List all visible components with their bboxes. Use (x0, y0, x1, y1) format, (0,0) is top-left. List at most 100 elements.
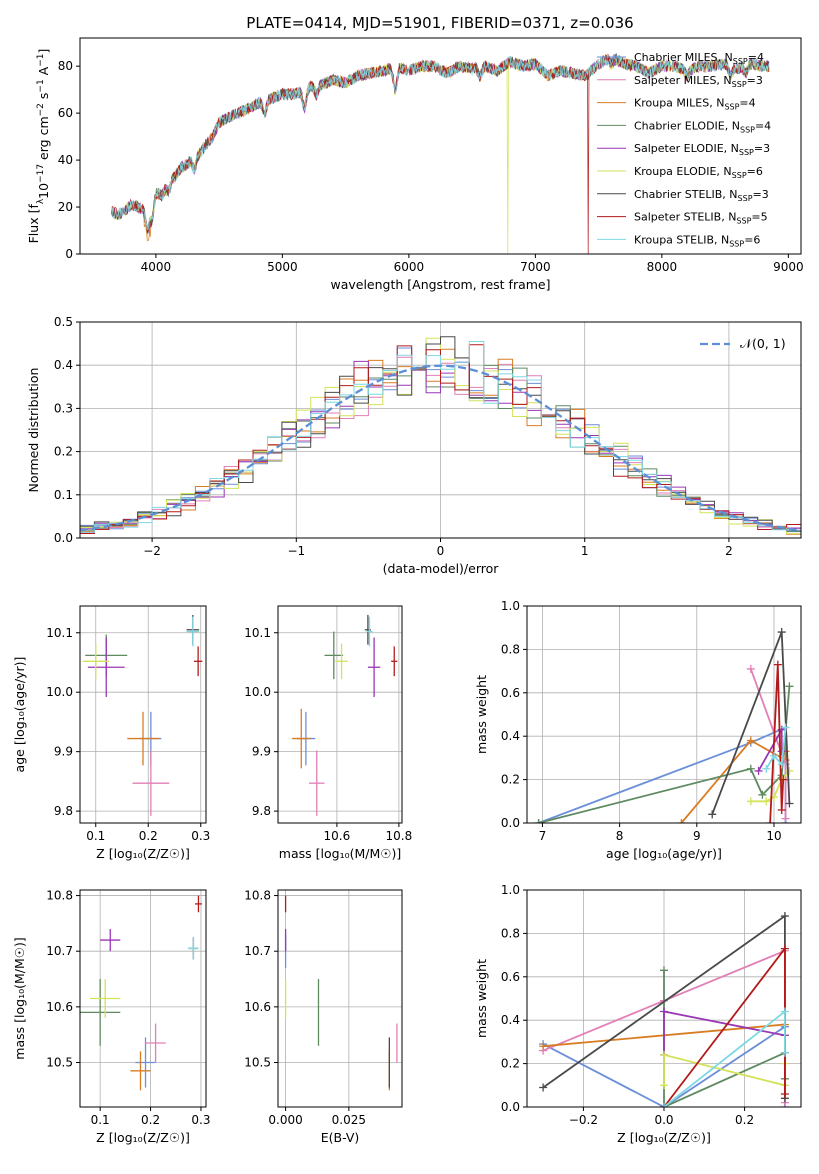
y-tick-label: 10.5 (46, 1055, 73, 1069)
y-tick-label: 10.1 (244, 626, 271, 640)
legend-label-ks: Kroupa STELIB, NSSP=6 (634, 233, 760, 248)
weight-marker-ss (773, 660, 782, 669)
legend-label-sub: SSP (738, 194, 753, 203)
y-tick-label: 0 (65, 247, 73, 261)
legend-label-val: =5 (751, 211, 767, 224)
legend-label-cm: Chabrier MILES, NSSP=4 (634, 51, 764, 66)
y-tick-label: 10.5 (244, 1055, 271, 1069)
weight-marker-ks (780, 1048, 789, 1057)
figure-title: PLATE=0414, MJD=51901, FIBERID=0371, z=0… (246, 14, 633, 32)
axes-frame (79, 605, 207, 824)
errorbar-point-cm (135, 1037, 156, 1088)
axes-frame (277, 605, 403, 824)
y-tick-label: 0.2 (501, 1057, 520, 1071)
x-axis-label: E(B-V) (321, 1130, 360, 1145)
axes-frame (526, 605, 802, 824)
errorbar-point-ss (391, 646, 398, 677)
weight-marker-sm (781, 814, 790, 823)
x-axis-label: Z [log₁₀(Z/Z☉)] (617, 1130, 711, 1145)
y-tick-label: 10.0 (46, 685, 73, 699)
x-axis-label: Z [log₁₀(Z/Z☉)] (96, 846, 190, 861)
legend-label-sub: SSP (732, 171, 747, 180)
weight-line-km (680, 739, 787, 823)
legend-label-val: =3 (753, 188, 769, 201)
legend-label-sub: SSP (724, 103, 739, 112)
x-tick-label: −0.2 (569, 1113, 598, 1127)
x-tick-label: 0.2 (735, 1113, 754, 1127)
x-axis-label: Z [log₁₀(Z/Z☉)] (96, 1130, 190, 1145)
x-tick-label: −2 (143, 544, 161, 558)
x-tick-label: 8 (616, 829, 624, 843)
y-axis-label: age [log₁₀(age/yr)] (12, 657, 27, 773)
errorbar-point-sm (309, 750, 325, 816)
legend-label-text: Kroupa STELIB, N (634, 233, 729, 246)
weight-marker-ke (746, 797, 755, 806)
y-axis-label: mass weight (474, 959, 489, 1038)
legend-label-text: Chabrier ELODIE, N (634, 119, 740, 132)
spectrum-panel: 4000 5000 6000 7000 8000 9000 0 20 40 60 80 wavelen… (26, 37, 804, 292)
y-tick-label: 0.4 (501, 729, 520, 743)
weight-line-ss (663, 945, 786, 1107)
y-tick-label: 0.8 (501, 642, 520, 656)
x-tick-label: 4000 (141, 260, 172, 274)
legend-label-sm: Salpeter MILES, NSSP=3 (634, 74, 763, 89)
y-tick-label: 0.4 (54, 358, 73, 372)
weight-marker-ss (779, 775, 788, 784)
histogram-ks (80, 341, 801, 533)
x-tick-label: 0.1 (86, 829, 105, 843)
weight-line-ss (769, 664, 785, 823)
weight-marker-se (660, 1007, 668, 1016)
x-tick-label: 0.3 (191, 1113, 210, 1127)
weight-marker-ks (769, 751, 778, 760)
y-tick-label: 0.8 (501, 926, 520, 940)
y-tick-label: 0.3 (54, 401, 73, 415)
y-tick-label: 10.7 (46, 944, 73, 958)
x-tick-label: 1 (581, 544, 589, 558)
weight-marker-ss (766, 819, 775, 823)
plot-area (284, 895, 398, 1091)
legend-label-text: Salpeter STELIB, N (634, 211, 736, 224)
residuals-panel: −2 −1 0 1 2 0.0 0.1 0.2 0.3 0.4 0.5 (data-model)/er… (26, 315, 802, 576)
weight-vs-z-panel: −0.2 0.0 0.2 0.0 0.2 0.4 0.6 0.8 1.0 Z [log₁₀(Z/Z… (474, 883, 802, 1145)
legend-label-ce: Chabrier ELODIE, NSSP=4 (634, 119, 771, 134)
errorbar-point-ce (80, 979, 121, 1046)
errorbar-point-se (100, 928, 121, 952)
legend-label-text: Chabrier MILES, N (634, 51, 733, 64)
y-tick-label: 0.2 (501, 773, 520, 787)
legend-label-sub: SSP (739, 148, 754, 157)
axes-frame (277, 889, 403, 1108)
weight-vs-age-panel: 7 8 9 10 0.0 0.2 0.4 0.6 0.8 1.0 age [log₁₀(age/yr… (474, 599, 802, 861)
axes-frame (79, 889, 207, 1108)
x-tick-label: 9000 (773, 260, 804, 274)
weight-line-ce (538, 686, 791, 823)
spectrum-line-ss (111, 54, 770, 254)
legend-label-cs: Chabrier STELIB, NSSP=3 (634, 188, 769, 203)
legend: Chabrier MILES, NSSP=4 Salpeter MILES, NS… (597, 51, 771, 248)
legend-label-val: =3 (754, 142, 770, 155)
plot-area (534, 628, 794, 823)
y-axis-label-part: λ (36, 198, 46, 204)
errorbar-point-ke (335, 643, 348, 680)
y-axis-label: mass [log₁₀(M/M☉)] (12, 937, 27, 1059)
x-tick-label: −1 (287, 544, 305, 558)
weight-marker-km (539, 1042, 548, 1051)
x-tick-label: 0.2 (139, 829, 158, 843)
errorbar-point-ke (90, 979, 121, 1018)
y-axis-label-part: −2 (36, 103, 46, 116)
x-tick-label: 0.2 (141, 1113, 160, 1127)
y-tick-label: 1.0 (501, 883, 520, 897)
weight-marker-ss (780, 1089, 789, 1098)
age-vs-mass-panel: 10.6 10.8 9.8 9.9 10.0 10.1 mass [log₁₀(M/M☉)] (244, 605, 412, 861)
y-tick-label: 0.6 (501, 970, 520, 984)
errorbar-point-km (291, 708, 311, 769)
errorbar-point-ce (324, 631, 344, 680)
y-tick-label: 10.6 (244, 1000, 271, 1014)
x-axis-label: mass [log₁₀(M/M☉)] (279, 846, 401, 861)
weight-marker-ke (660, 1050, 668, 1059)
weight-marker-se (777, 747, 786, 756)
errorbar-point-ks (188, 937, 199, 960)
legend-label-val: =3 (747, 74, 763, 87)
plot-area (82, 614, 203, 816)
y-axis-label-part: −1 (36, 79, 46, 92)
axes-frame (79, 37, 802, 255)
